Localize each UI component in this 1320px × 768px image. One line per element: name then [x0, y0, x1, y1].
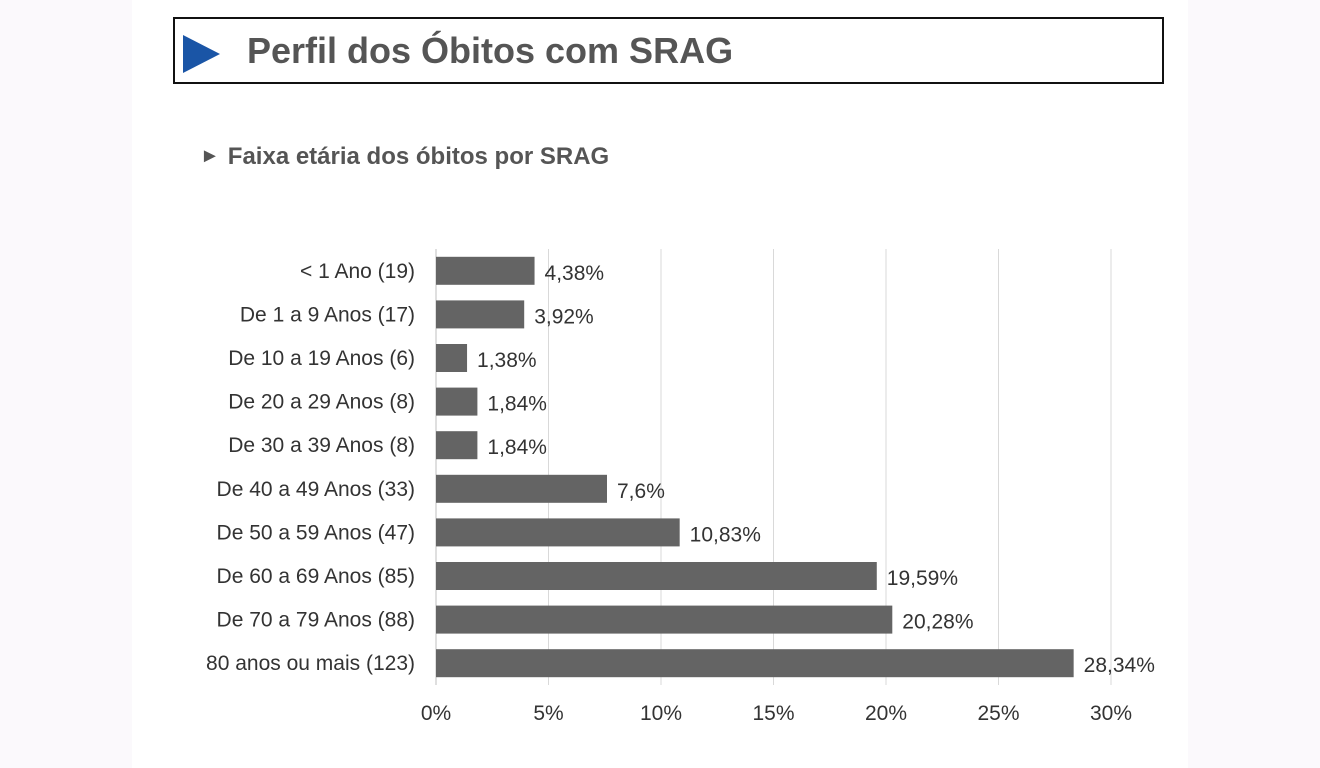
x-tick-label: 15% — [752, 702, 794, 725]
category-label: De 10 a 19 Anos (6) — [228, 347, 415, 370]
value-label: 1,84% — [487, 436, 547, 459]
chart-subtitle-text: Faixa etária dos óbitos por SRAG — [227, 143, 610, 170]
category-label: < 1 Ano (19) — [300, 260, 415, 283]
bar — [436, 605, 893, 634]
value-label: 28,34% — [1084, 654, 1155, 677]
x-tick-label: 0% — [421, 702, 451, 725]
bar — [436, 562, 877, 590]
x-tick-label: 30% — [1090, 702, 1132, 725]
category-label: De 20 a 29 Anos (8) — [228, 391, 415, 414]
value-label: 1,84% — [487, 393, 547, 416]
value-label: 20,28% — [902, 611, 973, 634]
bar — [436, 431, 478, 460]
value-label: 1,38% — [477, 349, 537, 372]
x-tick-label: 5% — [533, 702, 563, 725]
value-label: 4,38% — [545, 262, 605, 285]
category-label: De 70 a 79 Anos (88) — [217, 609, 415, 632]
category-label: De 30 a 39 Anos (8) — [228, 434, 415, 457]
chart-subtitle: ► Faixa etária dos óbitos por SRAG — [200, 143, 609, 171]
blue-triangle-icon — [183, 35, 220, 73]
category-label: De 60 a 69 Anos (85) — [217, 565, 415, 588]
bar — [436, 256, 535, 285]
x-tick-label: 20% — [865, 702, 907, 725]
category-label: 80 anos ou mais (123) — [206, 652, 415, 675]
page-title: Perfil dos Óbitos com SRAG — [247, 30, 734, 71]
category-label: De 50 a 59 Anos (47) — [217, 521, 415, 544]
black-triangle-icon: ► — [200, 145, 220, 167]
category-label: De 40 a 49 Anos (33) — [217, 478, 415, 501]
value-label: 7,6% — [617, 480, 665, 503]
x-tick-label: 25% — [977, 702, 1019, 725]
value-label: 3,92% — [534, 305, 594, 328]
bar — [436, 344, 468, 372]
value-label: 19,59% — [887, 567, 958, 590]
bar — [436, 300, 525, 329]
bar — [436, 387, 478, 416]
bar — [436, 518, 680, 547]
bar — [436, 649, 1074, 678]
bar — [436, 474, 607, 503]
title-banner: Perfil dos Óbitos com SRAG — [173, 17, 1164, 84]
x-tick-label: 10% — [640, 702, 682, 725]
value-label: 10,83% — [690, 523, 761, 546]
slide-background — [132, 0, 1188, 768]
category-label: De 1 a 9 Anos (17) — [240, 303, 415, 326]
